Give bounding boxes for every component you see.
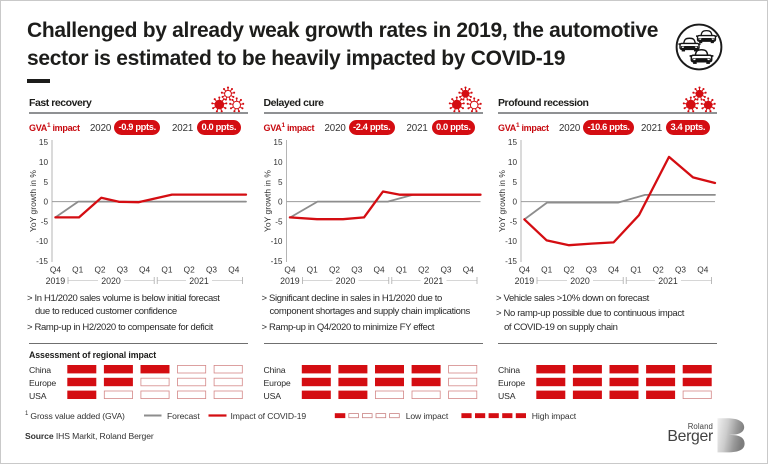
svg-text:-15: -15 <box>36 257 48 266</box>
svg-text:Q4: Q4 <box>284 265 295 275</box>
svg-text:Q4: Q4 <box>228 265 239 275</box>
svg-text:Q1: Q1 <box>396 265 407 275</box>
svg-text:Q3: Q3 <box>586 265 597 275</box>
svg-text:2021: 2021 <box>189 276 209 286</box>
svg-text:5: 5 <box>278 178 283 187</box>
svg-text:YoY growth in %: YoY growth in % <box>263 170 273 232</box>
svg-text:5: 5 <box>43 178 48 187</box>
svg-text:-10: -10 <box>36 237 48 246</box>
svg-text:Q4: Q4 <box>697 265 708 275</box>
svg-text:Q1: Q1 <box>630 265 641 275</box>
svg-text:10: 10 <box>39 158 49 167</box>
svg-text:5: 5 <box>512 178 517 187</box>
svg-text:0: 0 <box>43 198 48 207</box>
svg-text:Q1: Q1 <box>307 265 318 275</box>
svg-text:2020: 2020 <box>336 276 356 286</box>
svg-text:YoY growth in %: YoY growth in % <box>28 170 38 232</box>
svg-text:2020: 2020 <box>101 276 121 286</box>
svg-text:Q2: Q2 <box>184 265 195 275</box>
svg-text:Q2: Q2 <box>653 265 664 275</box>
svg-text:2019: 2019 <box>280 276 300 286</box>
svg-text:2020: 2020 <box>570 276 590 286</box>
svg-text:-15: -15 <box>505 257 517 266</box>
svg-text:Q4: Q4 <box>519 265 530 275</box>
svg-text:Q1: Q1 <box>161 265 172 275</box>
svg-text:15: 15 <box>39 138 49 147</box>
svg-text:Q3: Q3 <box>117 265 128 275</box>
svg-text:0: 0 <box>278 198 283 207</box>
svg-text:-5: -5 <box>510 217 518 226</box>
svg-text:Q1: Q1 <box>541 265 552 275</box>
svg-text:Q2: Q2 <box>418 265 429 275</box>
svg-text:Q4: Q4 <box>463 265 474 275</box>
svg-text:Q4: Q4 <box>50 265 61 275</box>
svg-text:Q4: Q4 <box>608 265 619 275</box>
svg-text:15: 15 <box>273 138 283 147</box>
svg-text:Q2: Q2 <box>94 265 105 275</box>
svg-text:2019: 2019 <box>46 276 66 286</box>
svg-text:0: 0 <box>512 198 517 207</box>
svg-text:Q2: Q2 <box>563 265 574 275</box>
svg-text:Q3: Q3 <box>206 265 217 275</box>
svg-text:2021: 2021 <box>424 276 444 286</box>
svg-text:10: 10 <box>273 158 283 167</box>
svg-text:-10: -10 <box>271 237 283 246</box>
svg-text:Q4: Q4 <box>139 265 150 275</box>
svg-text:-5: -5 <box>41 217 49 226</box>
svg-text:-10: -10 <box>505 237 517 246</box>
svg-text:15: 15 <box>508 138 518 147</box>
svg-text:Q1: Q1 <box>72 265 83 275</box>
svg-text:2019: 2019 <box>515 276 535 286</box>
svg-text:YoY growth in %: YoY growth in % <box>497 170 507 232</box>
svg-text:Q3: Q3 <box>675 265 686 275</box>
svg-text:2021: 2021 <box>658 276 678 286</box>
svg-text:-5: -5 <box>275 217 283 226</box>
svg-text:Q4: Q4 <box>374 265 385 275</box>
svg-text:Q3: Q3 <box>440 265 451 275</box>
svg-text:10: 10 <box>508 158 518 167</box>
svg-text:-15: -15 <box>271 257 283 266</box>
svg-text:Q3: Q3 <box>351 265 362 275</box>
svg-text:Q2: Q2 <box>329 265 340 275</box>
